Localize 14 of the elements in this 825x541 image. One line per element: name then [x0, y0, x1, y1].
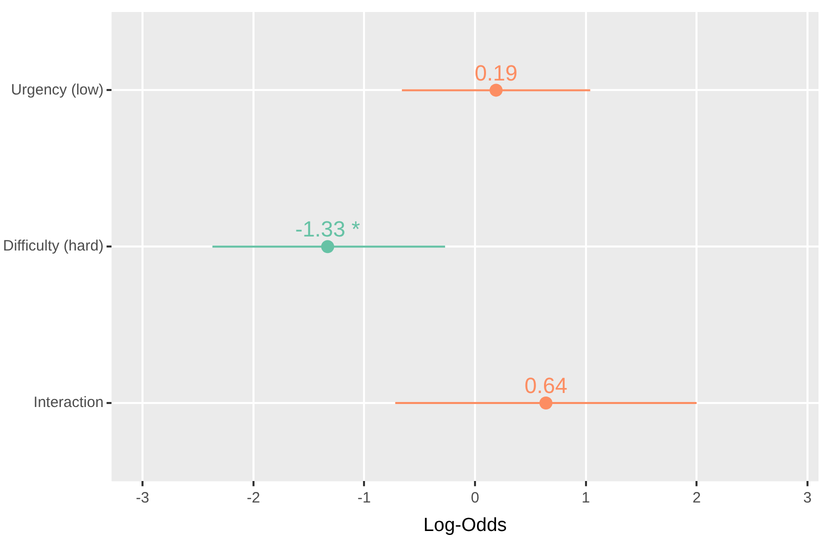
- data-label: -1.33 *: [295, 216, 360, 242]
- data-label: 0.64: [524, 373, 568, 398]
- y-tick-label: Difficulty (hard): [2, 238, 104, 255]
- x-tick-label: 2: [692, 489, 701, 506]
- x-axis-title: Log-Odds: [423, 514, 507, 536]
- x-tick-label: -3: [136, 489, 150, 506]
- x-tick-label: 1: [582, 489, 590, 506]
- x-tick-label: -1: [358, 489, 371, 506]
- x-tick-label: 0: [470, 489, 480, 506]
- y-tick-label: Interaction: [34, 394, 104, 412]
- y-tick-label: Urgency (low): [11, 81, 104, 98]
- x-tick-label: -2: [246, 489, 260, 506]
- x-tick-label: 3: [803, 489, 812, 506]
- data-label: 0.19: [474, 60, 518, 86]
